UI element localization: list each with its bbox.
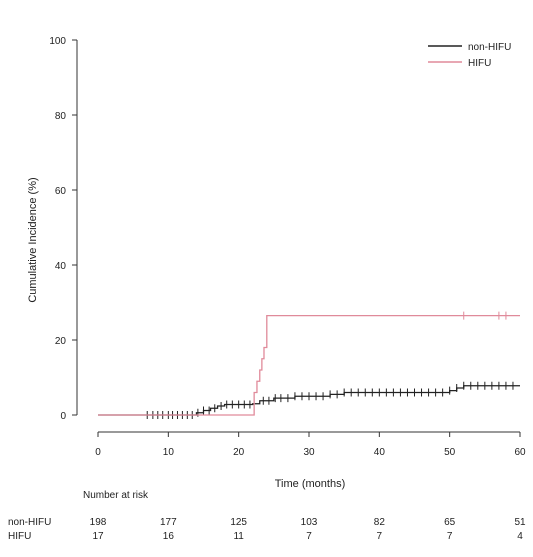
legend-label-hifu: HIFU: [468, 58, 491, 69]
y-tick-label-60: 60: [55, 186, 67, 197]
risk-value-hifu-2: 11: [233, 531, 244, 542]
series-layer: [98, 311, 520, 419]
y-tick-label-0: 0: [60, 411, 66, 422]
x-tick-label-60: 60: [514, 447, 526, 458]
y-tick-label-100: 100: [49, 36, 66, 47]
x-tick-label-0: 0: [95, 447, 101, 458]
risk-value-non-hifu-3: 103: [300, 517, 318, 528]
risk-value-hifu-4: 7: [376, 531, 383, 542]
x-axis-label: Time (months): [275, 478, 346, 490]
risk-value-hifu-1: 16: [162, 531, 174, 542]
legend-label-non-hifu: non-HIFU: [468, 42, 511, 53]
risk-row-label-non-hifu: non-HIFU: [8, 517, 52, 528]
risk-value-hifu-5: 7: [446, 531, 453, 542]
risk-value-non-hifu-2: 125: [230, 517, 247, 528]
risk-value-non-hifu-6: 51: [514, 517, 526, 528]
y-tick-label-40: 40: [55, 261, 67, 272]
risk-table-header: Number at risk: [83, 490, 149, 501]
y-tick-label-20: 20: [55, 336, 67, 347]
risk-value-hifu-3: 7: [306, 531, 312, 542]
risk-row-label-hifu: HIFU: [8, 531, 32, 542]
legend: non-HIFU HIFU: [428, 42, 511, 69]
risk-value-hifu-0: 17: [92, 531, 104, 542]
y-tick-label-80: 80: [55, 111, 67, 122]
axes: 0 20 40 60 80 100 0 10 20 30 40 50 60: [49, 36, 526, 458]
risk-value-hifu-6: 4: [517, 531, 523, 542]
x-tick-label-30: 30: [303, 447, 315, 458]
risk-value-non-hifu-0: 198: [89, 517, 107, 528]
x-tick-label-10: 10: [163, 447, 175, 458]
risk-value-non-hifu-4: 82: [373, 517, 385, 528]
x-tick-label-20: 20: [233, 447, 245, 458]
x-tick-label-40: 40: [374, 447, 386, 458]
risk-value-non-hifu-5: 65: [444, 517, 456, 528]
x-tick-label-50: 50: [444, 447, 456, 458]
series-line-hifu: [98, 314, 520, 416]
risk-value-non-hifu-1: 177: [159, 517, 177, 528]
y-axis-label: Cumulative Incidence (%): [27, 177, 39, 302]
